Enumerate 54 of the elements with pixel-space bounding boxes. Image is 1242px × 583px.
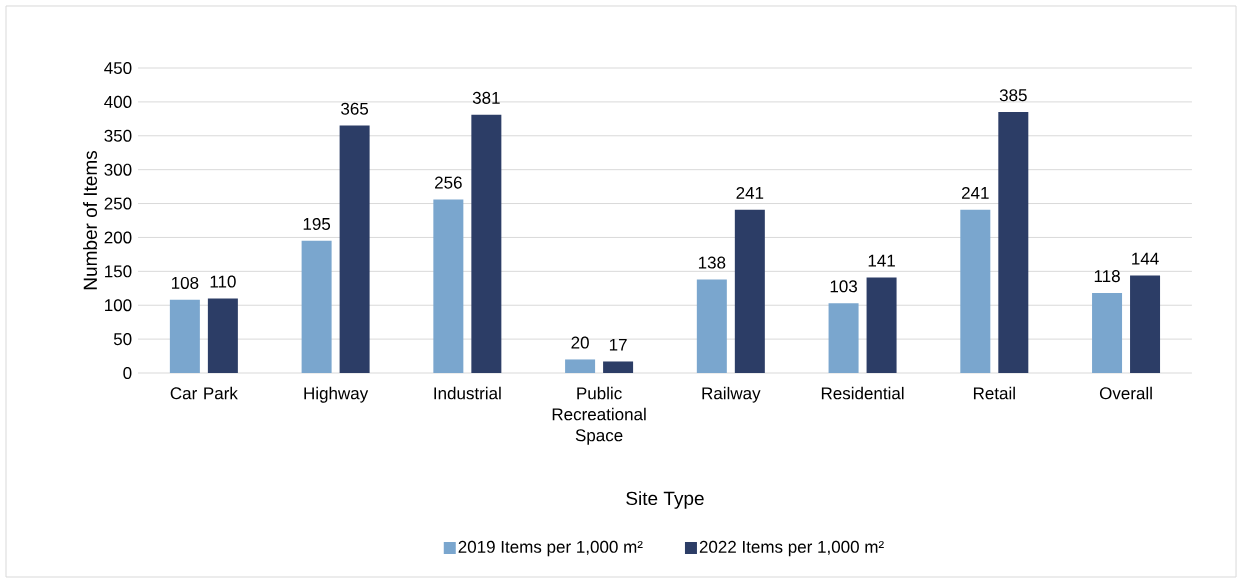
data-label: 110 [210, 275, 236, 288]
bar [339, 125, 370, 373]
x-tick-label: Railway [702, 386, 761, 403]
data-label: 17 [609, 338, 627, 351]
bar [471, 114, 502, 373]
bar [207, 298, 238, 373]
y-tick-label: 0 [123, 366, 132, 380]
bar [169, 299, 200, 373]
y-tick-label: 350 [104, 129, 132, 142]
y-tick-label: 100 [105, 299, 132, 312]
bar [433, 199, 464, 373]
x-tick-label: Residential [821, 386, 904, 400]
bar [734, 209, 765, 373]
legend-label: 2022 Items per 1,000 m² [699, 540, 884, 557]
bar [998, 112, 1029, 373]
bar [960, 209, 991, 373]
x-tick-label: Industrial [434, 386, 501, 400]
bar [1130, 275, 1161, 373]
y-axis-title: Number of Items [83, 151, 98, 290]
x-tick-label: Overall [1099, 386, 1152, 400]
x-tick-label: Retail [973, 386, 1015, 400]
data-label: 381 [472, 91, 500, 104]
y-tick-label: 50 [113, 333, 132, 346]
y-tick-label: 150 [105, 265, 132, 278]
y-tick-label: 300 [104, 163, 132, 176]
data-label: 256 [435, 176, 462, 189]
data-label: 20 [571, 336, 589, 349]
bar [696, 279, 727, 373]
y-tick-label: 450 [104, 61, 132, 75]
data-label: 103 [830, 280, 857, 293]
data-label: 365 [341, 102, 369, 115]
data-label: 138 [698, 256, 726, 269]
bar [301, 240, 332, 373]
bar [866, 277, 897, 373]
data-label: 195 [303, 217, 331, 230]
bar [603, 361, 634, 373]
data-label: 144 [1132, 252, 1159, 265]
x-tick-label: Highway [304, 386, 369, 403]
data-label: 141 [868, 254, 895, 267]
x-axis-title: Site Type [626, 491, 704, 509]
y-tick-label: 200 [104, 231, 132, 244]
data-label: 241 [736, 186, 764, 199]
bar [828, 303, 859, 373]
x-tick-label: Public Recreational Space [552, 386, 646, 445]
y-tick-label: 250 [104, 197, 132, 210]
bar [565, 359, 596, 373]
bar [1092, 293, 1123, 373]
data-label: 108 [171, 276, 199, 289]
data-label: 241 [961, 186, 989, 199]
y-tick-label: 400 [104, 95, 132, 108]
data-label: 118 [1094, 270, 1120, 283]
x-tick-label: Car Park [170, 386, 238, 400]
data-label: 385 [999, 89, 1027, 102]
legend-label: 2019 Items per 1,000 m² [458, 540, 643, 557]
